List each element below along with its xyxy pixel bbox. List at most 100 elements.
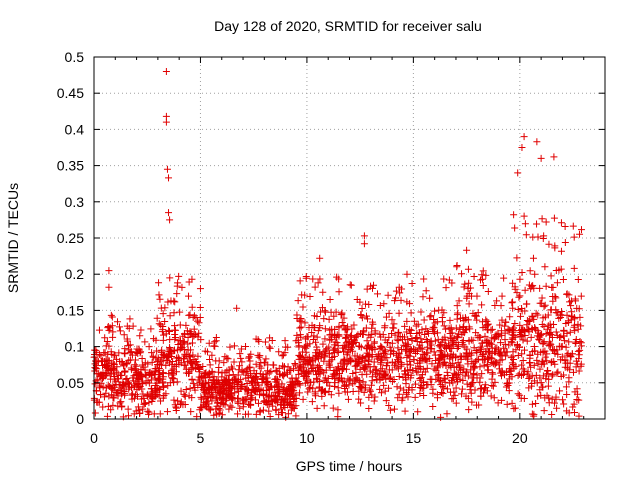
data-point bbox=[510, 211, 518, 219]
data-point bbox=[421, 368, 429, 376]
data-point bbox=[531, 270, 539, 278]
data-point bbox=[192, 358, 200, 366]
data-point bbox=[318, 367, 326, 375]
data-point bbox=[501, 322, 509, 330]
data-point bbox=[110, 386, 118, 394]
data-point bbox=[387, 350, 395, 358]
data-point bbox=[416, 389, 424, 397]
data-point bbox=[210, 376, 218, 384]
data-point bbox=[314, 327, 322, 335]
data-point bbox=[541, 394, 549, 402]
data-point bbox=[375, 371, 383, 379]
data-point bbox=[468, 398, 476, 406]
data-point bbox=[195, 329, 203, 337]
data-point-peak bbox=[188, 275, 196, 283]
data-point bbox=[319, 340, 327, 348]
data-point bbox=[226, 402, 234, 410]
data-point bbox=[566, 328, 574, 336]
data-point bbox=[480, 361, 488, 369]
data-point bbox=[574, 325, 582, 333]
data-point bbox=[287, 366, 295, 374]
data-point bbox=[509, 361, 517, 369]
data-point bbox=[570, 321, 578, 329]
data-point bbox=[356, 383, 364, 391]
data-point bbox=[549, 371, 557, 379]
data-point bbox=[560, 337, 568, 345]
data-point bbox=[180, 361, 188, 369]
data-point bbox=[132, 391, 140, 399]
data-point bbox=[551, 350, 559, 358]
data-point bbox=[361, 365, 369, 373]
chart-title: Day 128 of 2020, SRMTID for receiver sal… bbox=[214, 18, 482, 34]
data-point bbox=[321, 325, 329, 333]
data-point bbox=[394, 337, 402, 345]
data-point bbox=[538, 215, 546, 223]
data-point bbox=[456, 324, 464, 332]
data-point bbox=[410, 356, 418, 364]
data-point bbox=[478, 345, 486, 353]
data-point bbox=[208, 368, 216, 376]
data-point bbox=[434, 336, 442, 344]
data-point bbox=[129, 374, 137, 382]
data-point bbox=[478, 370, 486, 378]
data-point bbox=[460, 283, 468, 291]
data-point bbox=[394, 329, 402, 337]
data-point bbox=[262, 370, 270, 378]
data-point bbox=[251, 387, 259, 395]
data-point bbox=[382, 370, 390, 378]
y-tick-label: 0.25 bbox=[57, 230, 84, 246]
data-point bbox=[159, 336, 167, 344]
data-point bbox=[326, 357, 334, 365]
data-point bbox=[155, 291, 163, 299]
data-point bbox=[166, 312, 174, 320]
data-point bbox=[91, 367, 99, 375]
data-point bbox=[458, 338, 466, 346]
data-point bbox=[373, 376, 381, 384]
data-point bbox=[145, 343, 153, 351]
data-point bbox=[527, 285, 535, 293]
data-point bbox=[188, 360, 196, 368]
data-point bbox=[200, 401, 208, 409]
data-point bbox=[388, 316, 396, 324]
data-point bbox=[563, 407, 571, 415]
data-point bbox=[415, 344, 423, 352]
data-point bbox=[254, 336, 262, 344]
data-point bbox=[255, 381, 263, 389]
data-point bbox=[104, 323, 112, 331]
data-point bbox=[388, 339, 396, 347]
data-point bbox=[401, 322, 409, 330]
data-point bbox=[395, 373, 403, 381]
data-point bbox=[255, 337, 263, 345]
data-point bbox=[246, 400, 254, 408]
data-point bbox=[234, 398, 242, 406]
data-point bbox=[316, 322, 324, 330]
data-point bbox=[494, 399, 502, 407]
data-point bbox=[559, 275, 567, 283]
data-point-peak bbox=[360, 232, 368, 240]
data-point bbox=[378, 355, 386, 363]
data-point bbox=[511, 285, 519, 293]
data-point bbox=[559, 332, 567, 340]
data-point bbox=[284, 343, 292, 351]
data-point bbox=[213, 402, 221, 410]
data-point bbox=[526, 351, 534, 359]
data-point bbox=[548, 395, 556, 403]
data-point bbox=[155, 366, 163, 374]
data-point bbox=[470, 364, 478, 372]
data-point bbox=[418, 345, 426, 353]
data-point bbox=[407, 374, 415, 382]
data-point bbox=[322, 346, 330, 354]
data-point bbox=[566, 366, 574, 374]
data-point bbox=[244, 386, 252, 394]
data-point bbox=[465, 300, 473, 308]
data-point bbox=[274, 376, 282, 384]
data-point bbox=[156, 386, 164, 394]
data-point bbox=[467, 381, 475, 389]
data-point bbox=[368, 391, 376, 399]
data-point bbox=[569, 222, 577, 230]
data-point bbox=[393, 336, 401, 344]
data-point bbox=[514, 305, 522, 313]
data-point bbox=[107, 311, 115, 319]
data-point bbox=[206, 361, 214, 369]
data-point bbox=[442, 362, 450, 370]
